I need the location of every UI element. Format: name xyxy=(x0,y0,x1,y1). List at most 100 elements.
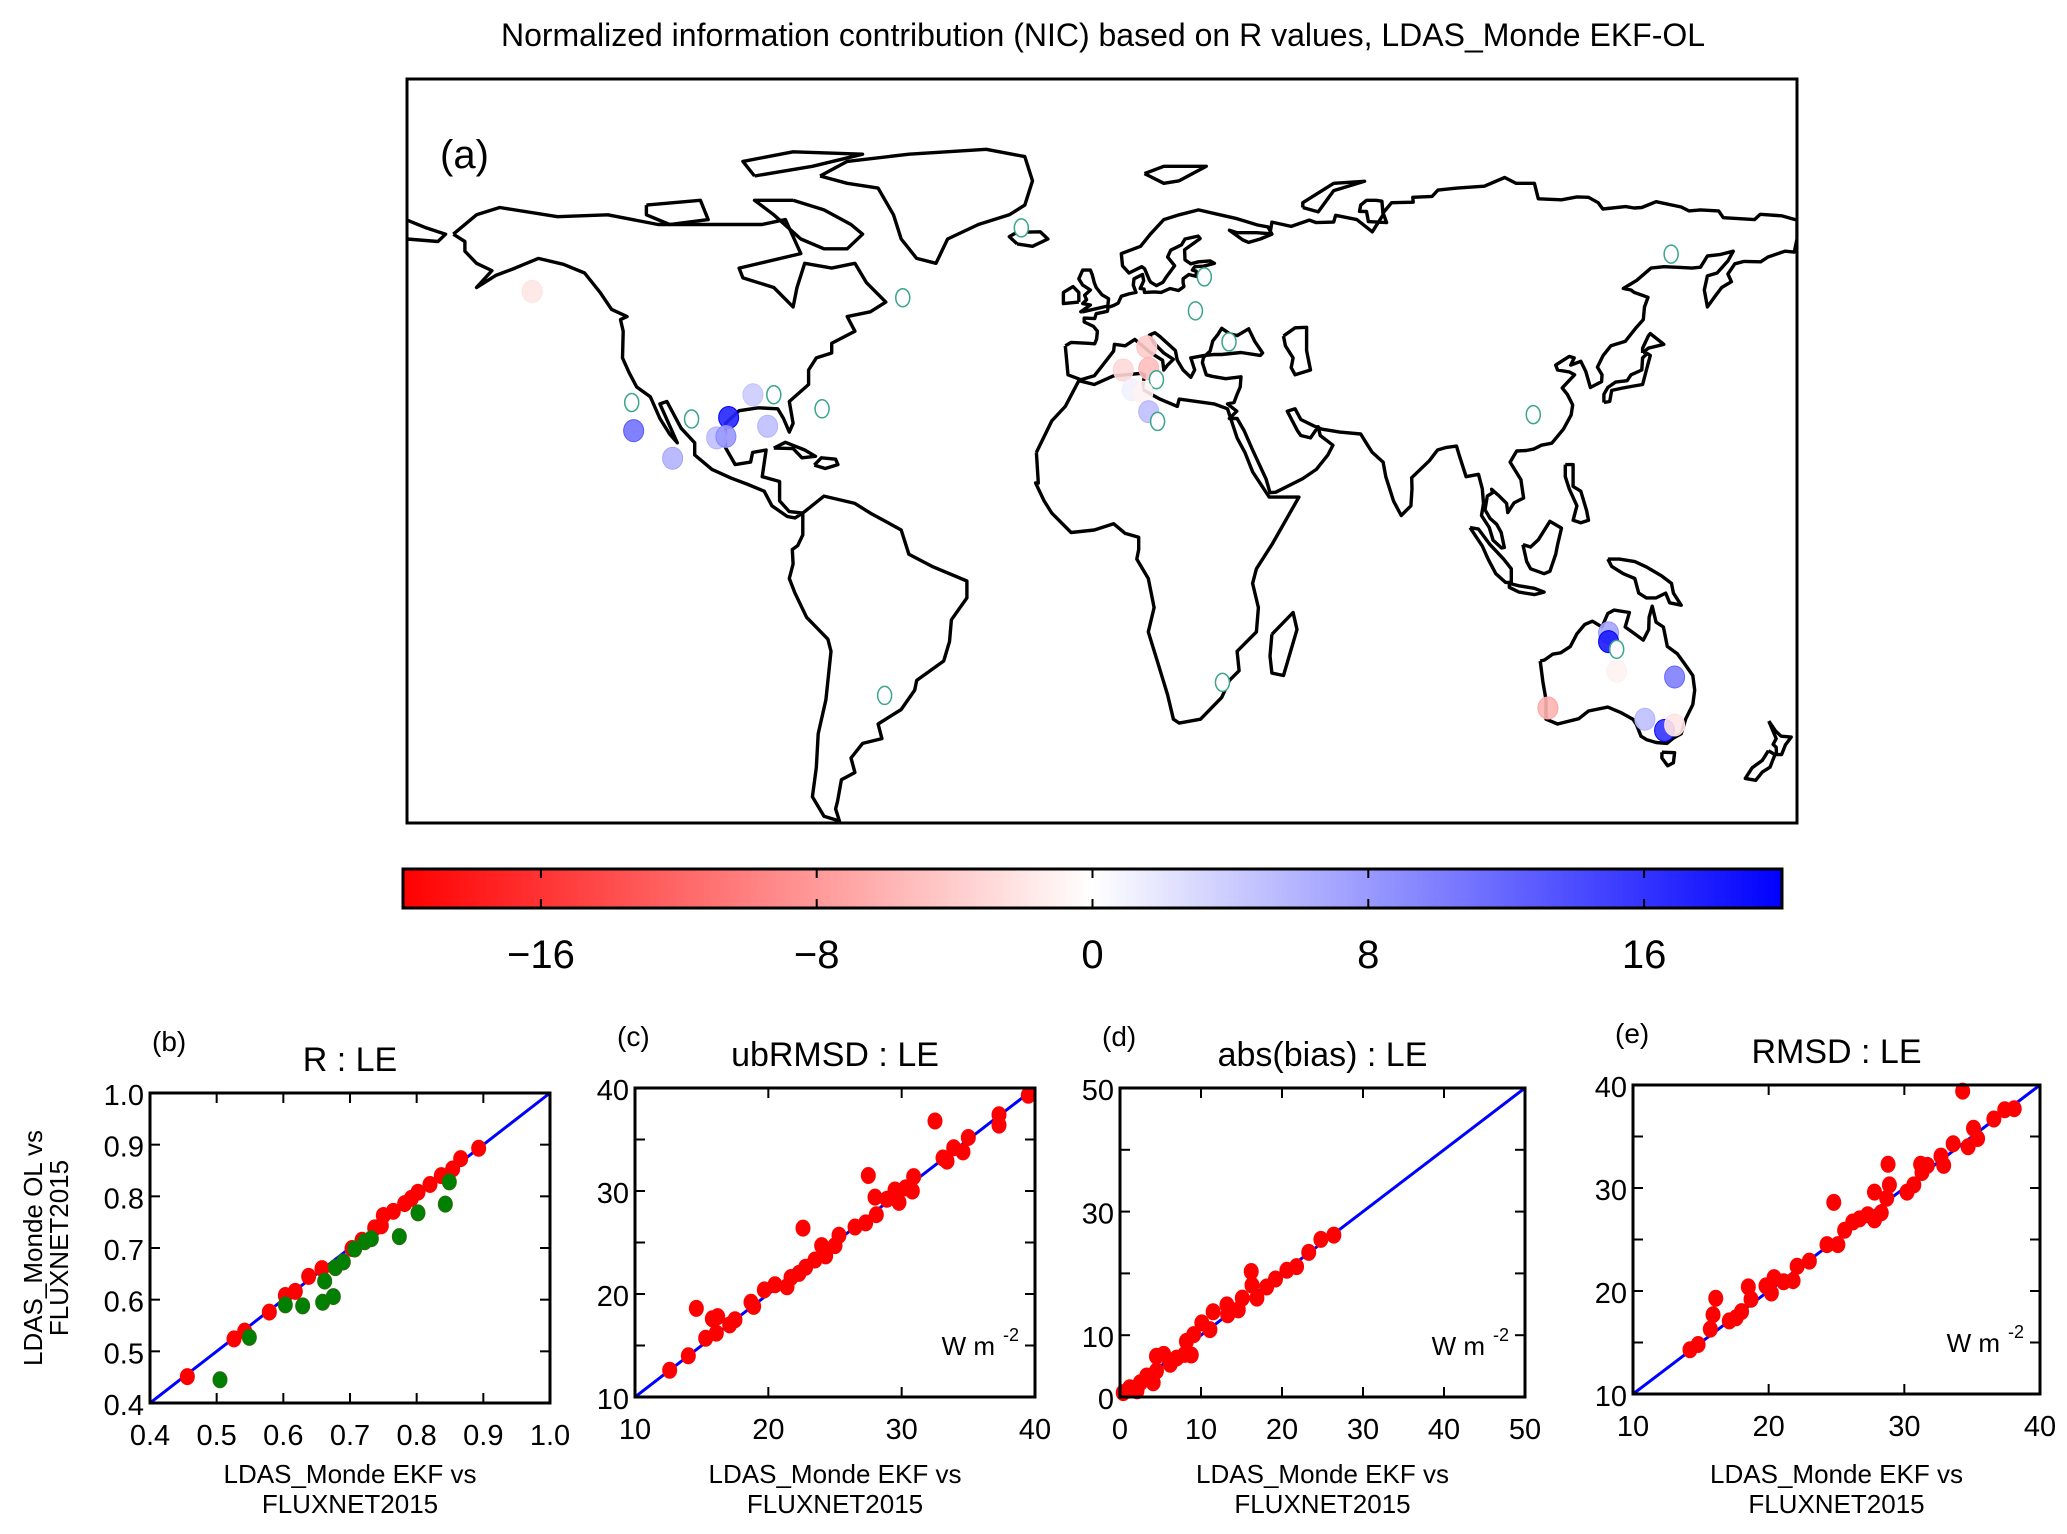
plot-frame xyxy=(633,1086,1037,1399)
panel-label: (e) xyxy=(1615,1018,1649,1049)
scatter-point xyxy=(1702,1320,1718,1338)
station-marker xyxy=(1525,404,1542,425)
x-tick-label: 0.5 xyxy=(197,1420,237,1452)
scatter-point xyxy=(301,1267,317,1285)
x-axis-label: FLUXNET2015 xyxy=(262,1489,438,1519)
station-markers xyxy=(521,218,1686,742)
y-tick-label: 10 xyxy=(1082,1322,1114,1354)
colorbar-tick-label: 16 xyxy=(1622,933,1667,977)
x-axis-label: FLUXNET2015 xyxy=(1748,1489,1924,1519)
scatter-panel-e: 10 20 30 40 10 20 30 40 RMSD : LE (e) LDAS_Monde E… xyxy=(1595,1018,2056,1519)
panel-label: (d) xyxy=(1102,1021,1136,1052)
units-annotation: W m xyxy=(942,1331,995,1361)
x-tick-label: 40 xyxy=(1428,1414,1460,1446)
x-tick-label: 1.0 xyxy=(530,1420,570,1452)
map-background xyxy=(407,79,1797,823)
coastline-philippines xyxy=(1563,462,1591,525)
scatter-point xyxy=(471,1139,487,1157)
coastline-cuba xyxy=(773,440,818,460)
scatter-point xyxy=(2006,1100,2022,1118)
station-marker xyxy=(623,419,645,443)
units-annotation: W m xyxy=(1432,1331,1485,1361)
colorbar-tick-label: −8 xyxy=(794,933,840,977)
scatter-point xyxy=(1326,1226,1342,1244)
scatter-point xyxy=(688,1299,704,1317)
scatter-point xyxy=(1873,1204,1889,1222)
scatter-point xyxy=(680,1347,696,1365)
scatter-point xyxy=(410,1183,426,1201)
scatter-point xyxy=(241,1328,257,1346)
y-tick-label: 50 xyxy=(1082,1075,1114,1107)
coastline-ireland xyxy=(1061,284,1081,306)
scatter-point xyxy=(410,1204,426,1222)
scatter-point xyxy=(868,1206,884,1224)
coastline-australia xyxy=(1538,604,1697,746)
scatter-point xyxy=(261,1303,277,1321)
scatter-point xyxy=(708,1324,724,1342)
station-marker xyxy=(718,406,740,430)
coastline-victoria xyxy=(644,198,710,227)
scatter-panel-b: 0.4 0.5 0.6 0.7 0.8 0.9 1.0 0.4 0.5 0.6 0.7 0.8 0.9 1… xyxy=(18,1026,570,1519)
y-tick-label: 1.0 xyxy=(104,1080,144,1112)
scatter-point xyxy=(1880,1155,1896,1173)
coastline-hispaniola xyxy=(813,456,840,471)
y-tick-label: 20 xyxy=(1595,1278,1627,1310)
x-tick-label: 0.7 xyxy=(330,1420,370,1452)
scatter-point xyxy=(277,1296,293,1314)
scatter-point xyxy=(727,1311,743,1329)
scatter-point xyxy=(939,1152,955,1170)
scatter-point xyxy=(818,1247,834,1265)
station-marker xyxy=(521,279,543,303)
scatter-point xyxy=(1148,1362,1164,1380)
station-marker xyxy=(1634,707,1656,731)
units-superscript: -2 xyxy=(1493,1325,1509,1345)
station-marker xyxy=(1663,244,1679,264)
colorbar: −16 −8 0 8 16 xyxy=(401,867,1784,977)
scatter-point xyxy=(1906,1176,1922,1194)
station-marker xyxy=(757,414,779,438)
scatter-point xyxy=(858,1214,874,1232)
x-tick-label: 0.6 xyxy=(263,1420,303,1452)
coastline-svalbard xyxy=(1143,164,1209,186)
x-axis-label: LDAS_Monde EKF vs xyxy=(1196,1459,1449,1489)
station-marker xyxy=(1136,335,1158,359)
coastline-britain xyxy=(1077,268,1111,314)
x-tick-label: 0 xyxy=(1112,1414,1128,1446)
y-tick-label: 30 xyxy=(1595,1175,1627,1207)
panel-label: (c) xyxy=(617,1021,650,1052)
y-tick-label: 40 xyxy=(1595,1072,1627,1104)
figure-title: Normalized information contribution (NIC… xyxy=(501,17,1705,53)
station-marker xyxy=(1013,218,1030,238)
units-superscript: -2 xyxy=(2008,1322,2024,1342)
scatter-point xyxy=(662,1361,678,1379)
scatter-point xyxy=(1289,1258,1305,1276)
scatter-point xyxy=(1202,1321,1218,1339)
scatter-point xyxy=(179,1368,195,1386)
y-tick-label: 0.9 xyxy=(104,1132,144,1164)
station-marker xyxy=(1196,267,1213,287)
panel-title: RMSD : LE xyxy=(1751,1033,1921,1071)
scatter-point xyxy=(1955,1082,1971,1100)
panel-title: abs(bias) : LE xyxy=(1218,1036,1428,1074)
panel-title: ubRMSD : LE xyxy=(731,1036,939,1074)
scatter-point xyxy=(1866,1183,1882,1201)
station-marker xyxy=(742,383,764,407)
coastline-north-america xyxy=(452,205,888,520)
y-axis-label: LDAS_Monde OL vs xyxy=(18,1130,48,1366)
scatter-point xyxy=(325,1288,341,1306)
x-axis-label: LDAS_Monde EKF vs xyxy=(1710,1459,1963,1489)
x-tick-label: 0.8 xyxy=(397,1420,437,1452)
scatter-point xyxy=(441,1173,457,1191)
station-marker xyxy=(814,399,830,419)
coastline-hokkaido xyxy=(1640,331,1666,355)
scatter-point xyxy=(1970,1130,1986,1148)
x-tick-label: 20 xyxy=(1753,1411,1785,1443)
units-annotation: W m xyxy=(1947,1328,2000,1358)
y-tick-label: 40 xyxy=(597,1075,629,1107)
panel-label-a: (a) xyxy=(440,133,489,177)
coastline-greenland xyxy=(819,147,1035,265)
x-tick-label: 0.9 xyxy=(463,1420,503,1452)
x-tick-label: 20 xyxy=(1266,1414,1298,1446)
plot-frame xyxy=(148,1091,552,1405)
coastline-iceland xyxy=(1007,230,1050,249)
